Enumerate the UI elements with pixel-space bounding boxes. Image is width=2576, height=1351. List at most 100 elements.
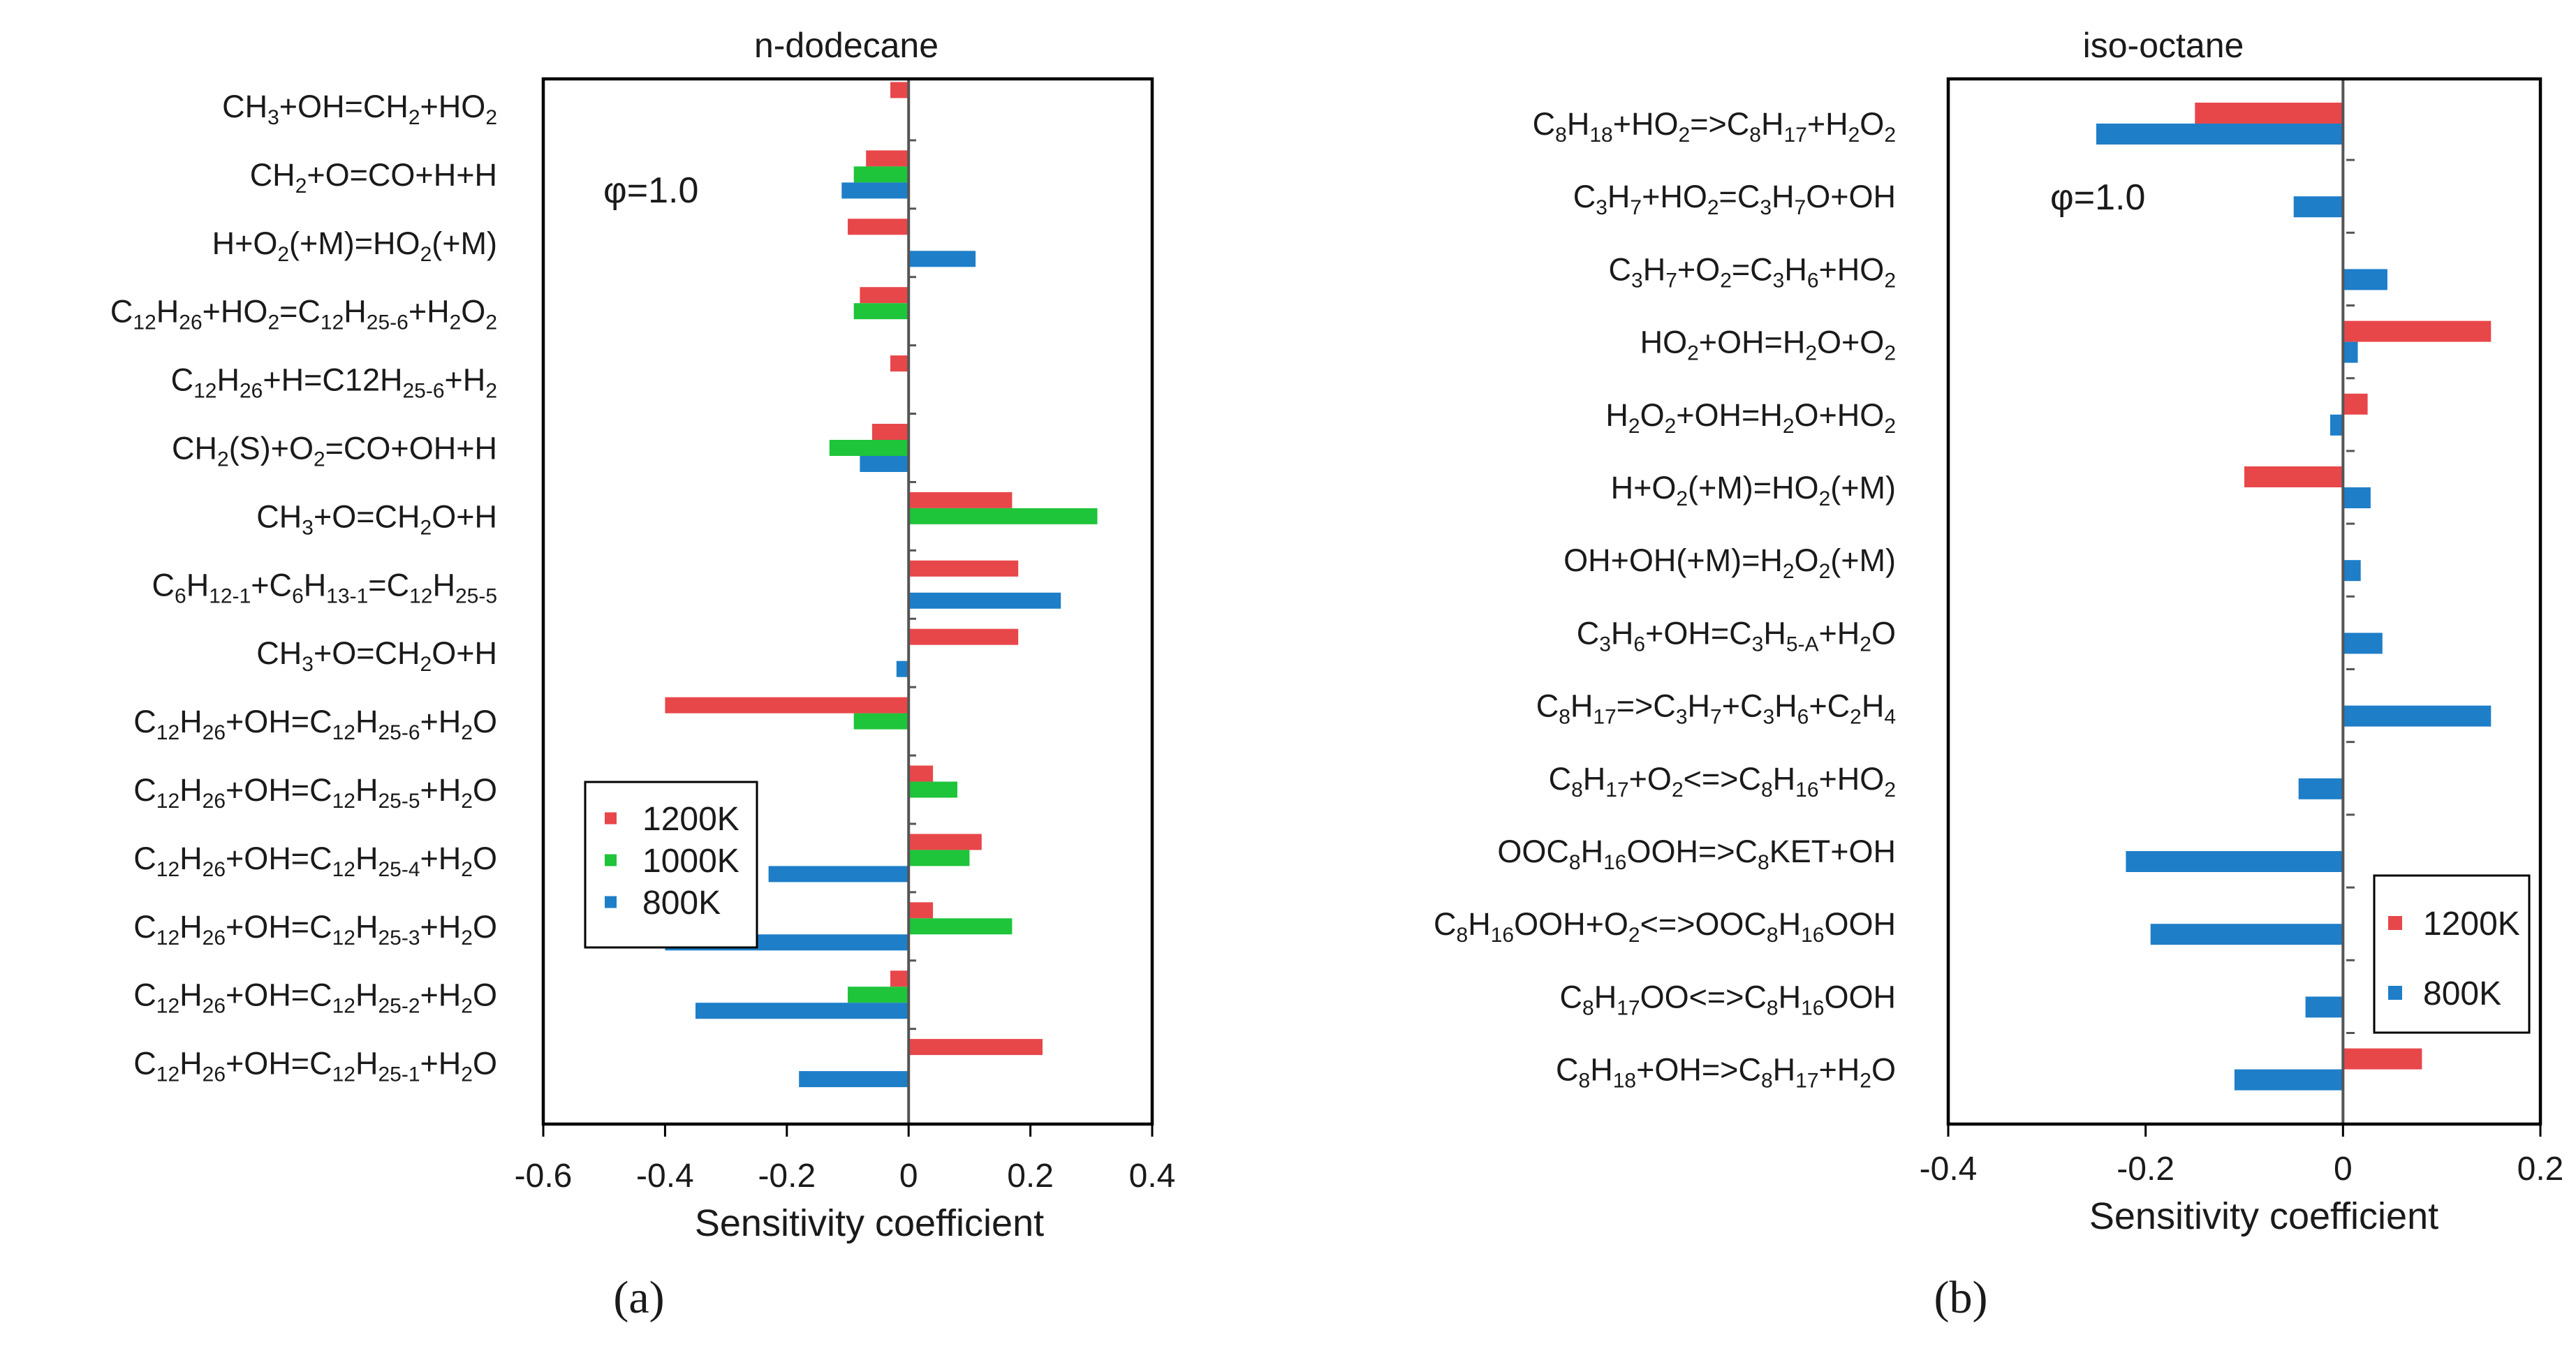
legend-items-a: 1200K 1000K 800K — [605, 801, 739, 922]
bar-a-1000k-6 — [908, 508, 1098, 524]
bar-a-1200k-13 — [890, 970, 909, 987]
bar-a-1200k-7 — [908, 560, 1019, 577]
category-label-b-11: C8​H16​OOH+O2​<=>OOC8​H16​OOH — [1434, 906, 1896, 947]
x-axis-title-b: Sensitivity coefficient — [2089, 1195, 2438, 1237]
bar-a-1000k-1 — [853, 166, 909, 183]
x-tick-label-a-0: -0.6 — [515, 1158, 573, 1195]
category-label-a-14: C12​H26​+OH=C12​H25-1​+H2​O — [133, 1046, 497, 1086]
bar-a-1000k-3 — [853, 303, 909, 320]
category-label-b-6: OH+OH(+M)=H2​O2​(+M) — [1563, 542, 1896, 583]
bar-b-800k-12 — [2305, 996, 2343, 1018]
bar-a-800k-7 — [908, 592, 1061, 609]
bar-b-1200k-3 — [2343, 320, 2492, 342]
bar-b-1200k-13 — [2343, 1048, 2422, 1070]
bar-a-1200k-3 — [860, 287, 909, 304]
bar-a-1000k-9 — [853, 713, 909, 730]
bar-a-1200k-9 — [665, 697, 909, 714]
category-label-b-7: C3​H6​+OH=C3​H5-A​+H2​O — [1577, 615, 1896, 656]
legend-swatch-a-1200k — [605, 812, 617, 825]
bar-a-800k-11 — [768, 866, 909, 883]
bar-a-800k-14 — [799, 1071, 909, 1088]
legend-label-a-1200k: 1200K — [642, 801, 739, 838]
bar-b-800k-5 — [2343, 487, 2371, 508]
bar-b-800k-6 — [2343, 560, 2361, 582]
x-tick-label-a-5: 0.4 — [1129, 1158, 1176, 1195]
x-tick-label-a-3: 0 — [899, 1158, 918, 1195]
bar-a-1200k-12 — [908, 902, 934, 919]
x-tick-label-b-2: 0 — [2334, 1151, 2353, 1188]
category-label-a-7: C6​H12-1​+C6​H13-1​=C12​H25-5​ — [152, 567, 497, 607]
chart-title-b: iso-octane — [2083, 26, 2244, 65]
bar-a-1200k-14 — [908, 1039, 1043, 1056]
category-label-b-8: C8​H17​=>C3​H7​+C3​H6​+C2​H4​ — [1536, 688, 1896, 729]
legend-swatch-b-800k — [2388, 986, 2402, 1000]
category-label-a-3: C12​H26​+HO2​=C12​H25-6​+H2​O2​ — [110, 294, 497, 334]
x-tick-label-a-4: 0.2 — [1007, 1158, 1054, 1195]
legend-swatch-b-1200k — [2388, 916, 2402, 930]
bar-b-1200k-0 — [2195, 103, 2343, 124]
bar-b-800k-13 — [2234, 1069, 2343, 1091]
chart-title-a: n-dodecane — [754, 26, 939, 65]
legend-label-b-1200k: 1200K — [2423, 906, 2520, 943]
bar-a-1200k-0 — [890, 82, 909, 98]
category-label-a-5: CH2​(S)+O2​=CO+OH+H — [172, 431, 497, 471]
bar-a-1000k-12 — [908, 918, 1013, 935]
x-tick-label-b-3: 0.2 — [2517, 1151, 2564, 1188]
category-label-a-8: CH3​+O=CH2​O+H — [256, 635, 497, 676]
bar-a-800k-5 — [860, 456, 909, 472]
bar-a-1000k-5 — [829, 440, 909, 456]
bar-a-800k-2 — [908, 251, 976, 267]
chart-panel-a: n-dodecane -0.6 -0.4 -0.2 0 0.2 0.4 CH3​+OH=C… — [110, 26, 1175, 1323]
bar-a-1200k-10 — [908, 765, 934, 782]
bar-a-800k-8 — [896, 660, 909, 677]
legend-label-b-800k: 800K — [2423, 975, 2501, 1012]
category-label-b-13: C8​H18​+OH=>C8​H17​+H2​O — [1556, 1052, 1896, 1093]
category-label-b-10: OOC8​H16​OOH=>C8​KET+OH — [1497, 834, 1896, 874]
phi-annotation-a: φ=1.0 — [603, 170, 698, 211]
x-ticks-group-a: -0.6 -0.4 -0.2 0 0.2 0.4 — [515, 1124, 1176, 1195]
legend-b: 1200K 800K — [2373, 874, 2531, 1034]
bar-a-1200k-11 — [908, 834, 982, 850]
y-ticks-group-b — [2346, 158, 2355, 1034]
plot-frame-b — [1946, 77, 2542, 1126]
bar-b-800k-11 — [2150, 924, 2343, 945]
bar-a-1200k-5 — [871, 424, 909, 440]
bar-a-1200k-1 — [866, 150, 909, 167]
legend-label-a-1000k: 1000K — [642, 843, 739, 880]
x-tick-label-a-2: -0.2 — [758, 1158, 816, 1195]
category-label-b-3: HO2​+OH=H2​O+O2​ — [1640, 325, 1896, 365]
legend-a: 1200K 1000K 800K — [584, 781, 758, 949]
bar-a-1200k-4 — [890, 355, 909, 372]
bar-a-1200k-2 — [848, 219, 909, 235]
bar-a-800k-13 — [695, 1003, 909, 1019]
phi-annotation-b: φ=1.0 — [2050, 177, 2145, 218]
category-label-a-12: C12​H26​+OH=C12​H25-3​+H2​O — [133, 909, 497, 950]
category-label-b-2: C3​H7​+O2​=C3​H6​+HO2​ — [1609, 251, 1896, 292]
legend-items-b: 1200K 800K — [2388, 906, 2520, 1012]
category-label-b-5: H+O2​(+M)=HO2​(+M) — [1611, 470, 1896, 510]
bar-b-800k-10 — [2126, 851, 2343, 872]
chart-panel-b: iso-octane -0.4 -0.2 0 0.2 C8​H18​+HO2​=>C8… — [1434, 26, 2563, 1323]
bar-a-1000k-11 — [908, 850, 970, 866]
bar-a-800k-1 — [841, 182, 909, 199]
category-label-a-13: C12​H26​+OH=C12​H25-2​+H2​O — [133, 977, 497, 1018]
bar-b-800k-0 — [2096, 124, 2343, 145]
bar-b-800k-3 — [2343, 341, 2358, 363]
category-label-a-4: C12​H26​+H=C12H25-6​+H2​ — [171, 362, 497, 403]
bar-a-1000k-13 — [848, 987, 909, 1003]
bar-b-800k-7 — [2343, 633, 2383, 654]
legend-label-a-800k: 800K — [642, 885, 721, 922]
x-tick-label-b-0: -0.4 — [1920, 1151, 1978, 1188]
y-ticks-group-a — [908, 139, 916, 1031]
category-label-a-0: CH3​+OH=CH2​+HO2​ — [222, 89, 497, 129]
x-ticks-group-b: -0.4 -0.2 0 0.2 — [1920, 1124, 2564, 1188]
plot-frame-a — [541, 77, 1154, 1126]
x-axis-title-a: Sensitivity coefficient — [695, 1202, 1044, 1244]
legend-swatch-a-1000k — [605, 854, 617, 866]
category-label-b-1: C3​H7​+HO2​=C3​H7​O+OH — [1573, 179, 1896, 219]
category-label-b-4: H2​O2​+OH=H2​O+HO2​ — [1605, 397, 1896, 438]
bar-b-1200k-4 — [2343, 393, 2368, 415]
category-labels-group-a: CH3​+OH=CH2​+HO2​ CH2​+O=CO+H+H H+O2​(+M)=… — [110, 89, 497, 1086]
category-label-a-1: CH2​+O=CO+H+H — [250, 157, 497, 198]
